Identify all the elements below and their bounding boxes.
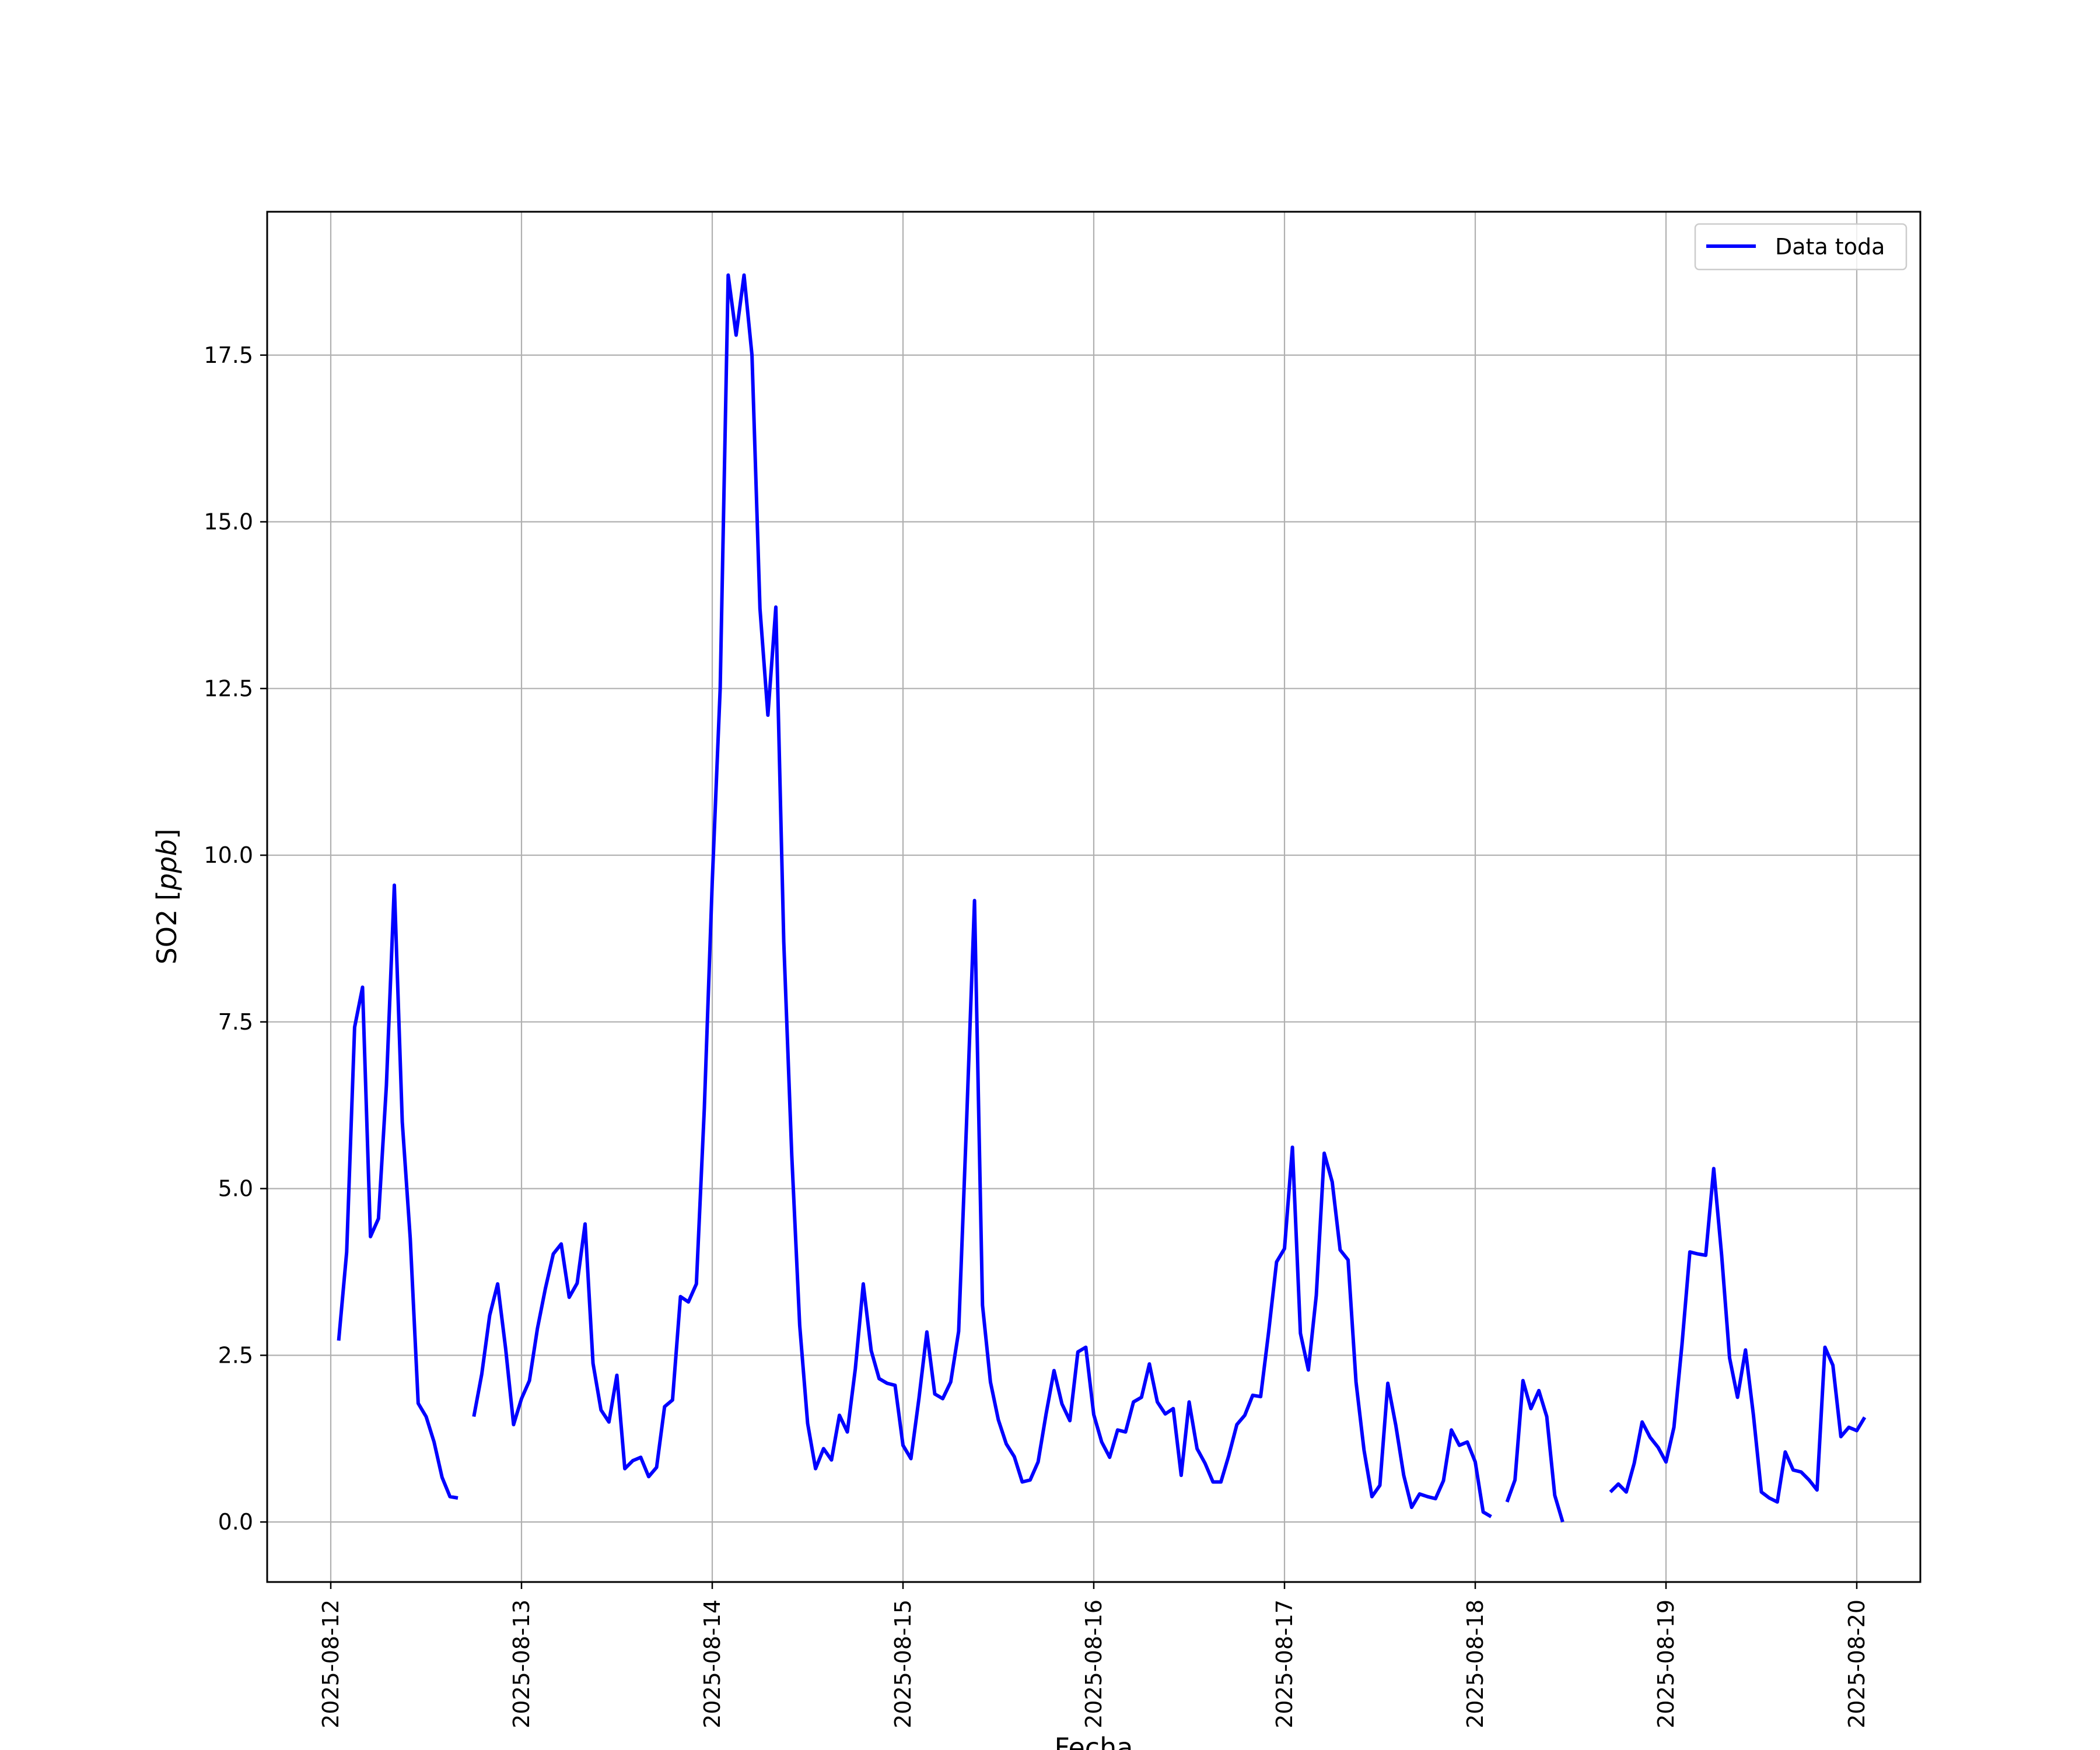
x-tick-label: 2025-08-15 [890,1600,916,1728]
y-axis-ticks: 0.0 2.5 5.0 7.5 10.0 12.5 15.0 17.5 [204,342,267,1535]
y-tick-label: 0.0 [218,1509,253,1535]
x-tick-label: 2025-08-18 [1462,1600,1488,1728]
legend: Data toda [1694,223,1908,271]
legend-box [1694,223,1908,271]
x-tick-label: 2025-08-17 [1272,1600,1297,1728]
y-tick-label: 5.0 [218,1176,253,1202]
x-axis-ticks: 2025-08-12 2025-08-13 2025-08-14 2025-08-15… [318,1582,1870,1728]
y-tick-label: 15.0 [204,509,253,535]
y-tick-label: 7.5 [218,1009,253,1035]
legend-label: Data toda [1775,234,1885,260]
x-tick-label: 2025-08-20 [1844,1600,1870,1728]
y-tick-label: 17.5 [204,342,253,368]
data-series [337,273,1867,1522]
y-axis-label: SO2 [ppb] [151,829,183,965]
x-axis-label: Fecha [1055,1732,1133,1750]
y-tick-label: 10.0 [204,842,253,868]
x-tick-label: 2025-08-14 [699,1600,725,1728]
x-tick-label: 2025-08-19 [1653,1600,1679,1728]
x-tick-label: 2025-08-16 [1081,1600,1107,1728]
x-tick-label: 2025-08-12 [318,1600,344,1728]
y-tick-label: 2.5 [218,1342,253,1368]
series-line [337,273,1867,1522]
x-tick-label: 2025-08-13 [509,1600,534,1728]
y-tick-label: 12.5 [204,676,253,701]
